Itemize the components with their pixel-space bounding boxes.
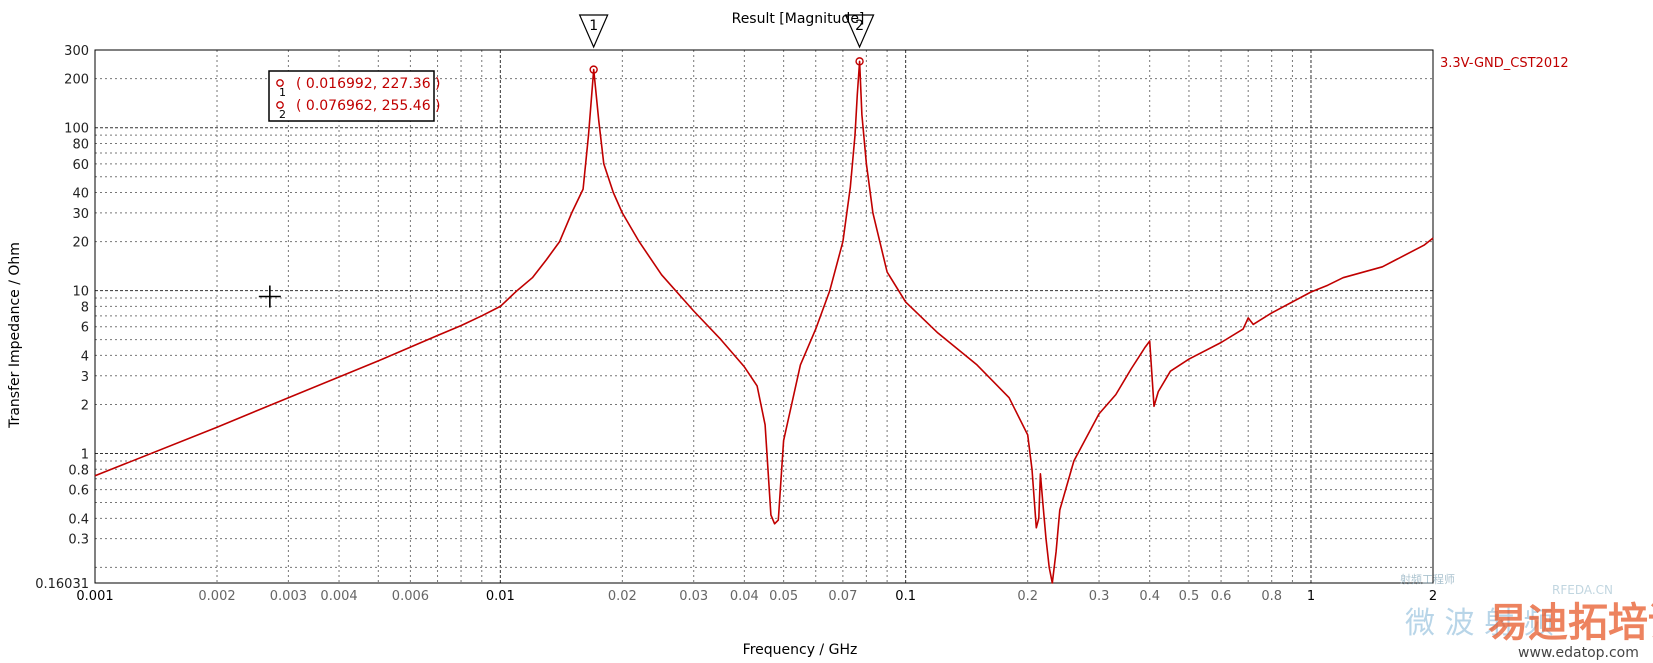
x-tick-label-major: 0.001 [76, 589, 113, 604]
x-tick-label-major: 0.1 [895, 589, 916, 604]
y-tick-label: 0.4 [68, 512, 89, 527]
x-tick-label-minor: 0.04 [730, 589, 759, 604]
y-tick-label: 60 [72, 158, 89, 173]
y-tick-label: 30 [72, 207, 89, 222]
marker-flag-label: 2 [855, 18, 864, 34]
x-tick-label-minor: 0.07 [828, 589, 857, 604]
y-tick-label: 0.16031 [35, 577, 89, 592]
x-tick-label-minor: 0.8 [1261, 589, 1282, 604]
watermark-url: www.edatop.com [1518, 645, 1639, 661]
watermark-blue-text: 微 波 射 频 [1405, 606, 1554, 641]
y-axis-label: Transfer Impedance / Ohm [7, 242, 23, 429]
series [94, 60, 1434, 584]
x-tick-label-minor: 0.03 [679, 589, 708, 604]
x-axis-ticks: 0.001 0.01 0.1 1 2 0.002 0.003 0.004 0.006 0.02 0.… [76, 589, 1437, 604]
chart-title: Result [Magnitude] [732, 11, 865, 27]
y-tick-label: 6 [81, 321, 89, 336]
x-tick-label-minor: 0.5 [1179, 589, 1200, 604]
legend-entry: 3.3V-GND_CST2012 [1440, 56, 1569, 71]
y-tick-label: 3 [81, 370, 89, 385]
y-tick-label: 1 [81, 447, 89, 462]
x-tick-label-major: 2 [1429, 589, 1437, 604]
readout-marker-id: 1 [279, 86, 286, 99]
watermark: 射频工程师 RFEDA.CN 微 波 射 频 易迪拓培训 www.edatop.… [1400, 572, 1653, 661]
y-tick-label: 0.3 [68, 533, 89, 548]
y-tick-label: 200 [64, 73, 89, 88]
marker-readout-box[interactable]: 1 ( 0.016992, 227.36 ) 2 ( 0.076962, 255.46… [268, 70, 441, 122]
x-tick-label-minor: 0.004 [320, 589, 357, 604]
marker-point[interactable] [589, 65, 598, 74]
x-tick-label-minor: 0.02 [608, 589, 637, 604]
x-tick-label-minor: 0.3 [1089, 589, 1110, 604]
x-tick-label-minor: 0.003 [270, 589, 307, 604]
y-tick-label: 80 [72, 138, 89, 153]
watermark-brand: 易迪拓培训 [1488, 600, 1653, 646]
y-tick-label: 4 [81, 349, 89, 364]
y-tick-label: 40 [72, 187, 89, 202]
x-tick-label-major: 1 [1307, 589, 1315, 604]
x-axis-label: Frequency / GHz [743, 642, 858, 658]
watermark-small-text: RFEDA.CN [1552, 583, 1613, 597]
marker-flag-icon[interactable] [578, 14, 609, 49]
marker-flag-label: 1 [589, 18, 598, 34]
y-tick-label: 8 [81, 300, 89, 315]
y-tick-label: 0.8 [68, 463, 89, 478]
y-tick-label: 2 [81, 398, 89, 413]
y-tick-label: 0.6 [68, 484, 89, 499]
watermark-faint-text: 射频工程师 [1400, 572, 1455, 586]
readout-box-frame [268, 70, 435, 122]
readout-marker-id: 2 [279, 108, 286, 121]
marker-flag-icon[interactable] [844, 14, 875, 49]
x-tick-label-major: 0.01 [486, 589, 515, 604]
x-tick-label-minor: 0.002 [198, 589, 235, 604]
plot-frame [94, 49, 1434, 584]
series-line [94, 60, 1434, 584]
crosshair-cursor-icon [258, 285, 281, 308]
x-tick-label-minor: 0.006 [392, 589, 429, 604]
grid [95, 50, 1433, 583]
readout-marker-icon [276, 79, 284, 87]
x-tick-label-minor: 0.6 [1211, 589, 1232, 604]
y-tick-label: 20 [72, 236, 89, 251]
y-tick-label: 100 [64, 122, 89, 137]
y-tick-label: 10 [72, 285, 89, 300]
marker-point[interactable] [855, 57, 864, 66]
x-tick-label-minor: 0.4 [1139, 589, 1160, 604]
legend: 3.3V-GND_CST2012 [1440, 56, 1569, 71]
readout-text: ( 0.076962, 255.46 ) [296, 98, 441, 114]
x-tick-label-minor: 0.2 [1017, 589, 1038, 604]
x-tick-label-minor: 0.05 [769, 589, 798, 604]
y-tick-label: 300 [64, 44, 89, 59]
readout-text: ( 0.016992, 227.36 ) [296, 76, 441, 92]
readout-marker-icon [276, 101, 284, 109]
